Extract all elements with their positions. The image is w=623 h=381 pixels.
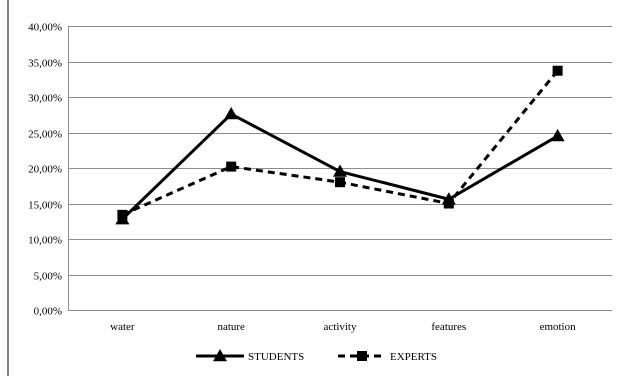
legend-item: STUDENTS bbox=[196, 349, 304, 363]
x-tick-label: activity bbox=[324, 321, 357, 333]
data-point bbox=[333, 164, 347, 177]
y-tick-label: 30,00% bbox=[28, 93, 62, 105]
x-tick-label: water bbox=[110, 321, 135, 333]
axes bbox=[7, 0, 612, 376]
legend-label: STUDENTS bbox=[248, 351, 304, 363]
series bbox=[115, 65, 565, 225]
data-point bbox=[550, 129, 565, 142]
legend: STUDENTS EXPERTS bbox=[196, 349, 437, 363]
y-tick-label: 10,00% bbox=[28, 235, 62, 247]
legend-marker bbox=[213, 349, 227, 362]
y-tick-label: 0,00% bbox=[34, 306, 62, 318]
data-point bbox=[335, 177, 345, 188]
series-line bbox=[121, 69, 559, 217]
x-tick-label: emotion bbox=[540, 321, 577, 333]
y-tick-labels: 0,00% 5,00% 10,00% 15,00% 20,00% 25,00% 30,00%… bbox=[28, 22, 62, 318]
y-tick-label: 25,00% bbox=[28, 129, 62, 141]
legend-marker bbox=[357, 351, 367, 361]
gridlines bbox=[68, 26, 612, 276]
x-tick-labels: water nature activity features emotion bbox=[110, 321, 576, 333]
x-tick-label: nature bbox=[217, 321, 245, 333]
data-point bbox=[117, 209, 128, 220]
data-point bbox=[224, 107, 239, 120]
series-students bbox=[115, 107, 565, 225]
series-experts bbox=[117, 65, 563, 220]
y-tick-label: 5,00% bbox=[34, 271, 62, 283]
legend-label: EXPERTS bbox=[390, 351, 437, 363]
data-point bbox=[552, 65, 563, 76]
legend-item: EXPERTS bbox=[338, 351, 437, 363]
y-tick-label: 15,00% bbox=[28, 200, 62, 212]
y-tick-label: 35,00% bbox=[28, 58, 62, 70]
data-point bbox=[226, 161, 237, 172]
x-tick-label: features bbox=[431, 321, 466, 333]
data-point bbox=[443, 198, 454, 209]
y-tick-label: 40,00% bbox=[28, 22, 62, 34]
y-tick-label: 20,00% bbox=[28, 164, 62, 176]
